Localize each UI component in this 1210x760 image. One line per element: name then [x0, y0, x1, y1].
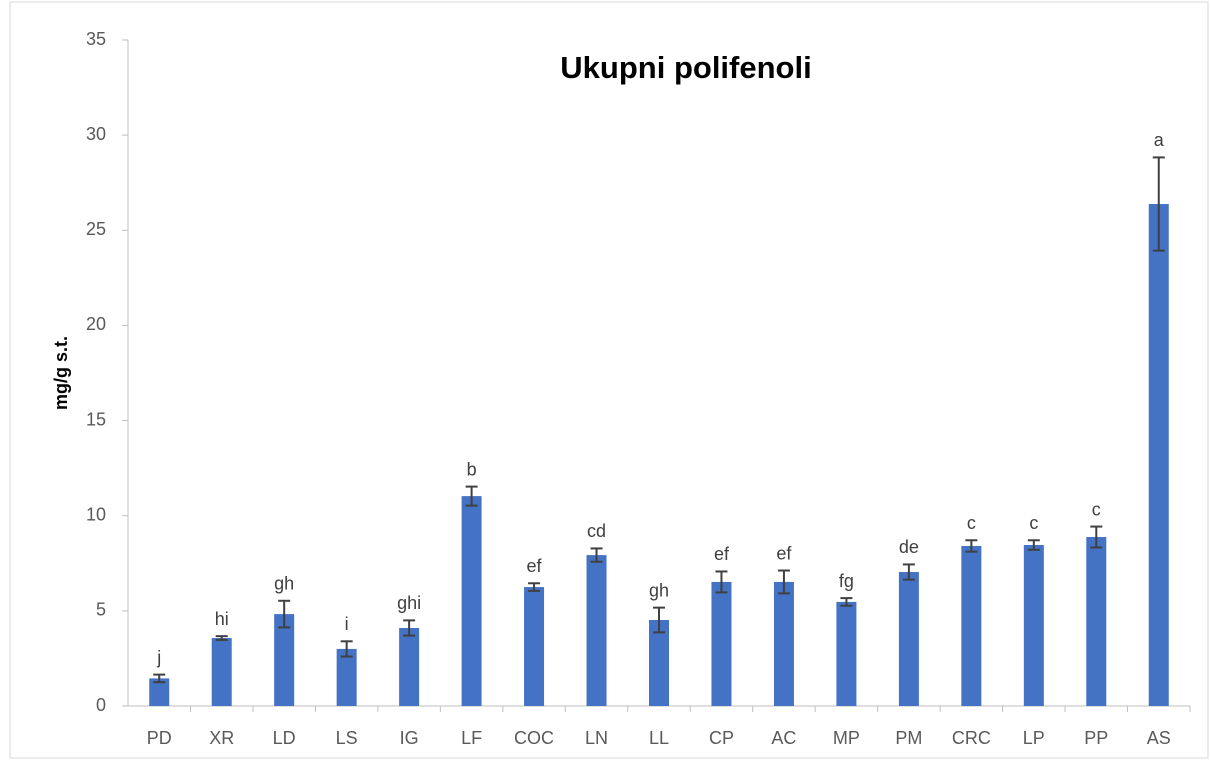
bar	[649, 619, 669, 706]
bar	[1086, 537, 1107, 706]
bar	[524, 587, 545, 706]
x-tick-label: LD	[273, 728, 296, 748]
x-tick-label: COC	[514, 728, 554, 748]
bar	[836, 601, 857, 706]
bar	[149, 678, 170, 706]
bar	[773, 581, 794, 706]
annotation: ef	[776, 543, 792, 563]
x-tick-label: PM	[895, 728, 922, 748]
annotation: j	[156, 647, 161, 667]
annotation: gh	[274, 574, 294, 594]
x-tick-label: LP	[1023, 728, 1045, 748]
y-axis-label: mg/g s.t.	[51, 336, 71, 410]
x-tick-label: LL	[649, 728, 669, 748]
bar	[461, 496, 482, 706]
bar	[711, 581, 732, 706]
x-tick-label: AC	[771, 728, 796, 748]
annotation: ghi	[397, 593, 421, 613]
bar	[211, 638, 232, 706]
y-tick-label: 15	[86, 409, 106, 429]
bar	[898, 572, 919, 706]
y-tick-label: 35	[86, 29, 106, 49]
y-tick-label: 25	[86, 219, 106, 239]
annotation: c	[1029, 513, 1038, 533]
annotation: ef	[527, 556, 543, 576]
x-tick-label: PP	[1084, 728, 1108, 748]
x-tick-label: PD	[147, 728, 172, 748]
bar	[961, 545, 982, 706]
y-tick-label: 10	[86, 504, 106, 524]
annotation: c	[967, 513, 976, 533]
x-tick-label: LS	[336, 728, 358, 748]
annotation: b	[467, 459, 477, 479]
annotation: c	[1092, 499, 1101, 519]
bar	[399, 627, 420, 706]
x-tick-label: MP	[833, 728, 860, 748]
y-tick-label: 0	[96, 695, 106, 715]
x-tick-label: LN	[585, 728, 608, 748]
annotation: a	[1154, 130, 1165, 150]
chart-title: Ukupni polifenoli	[560, 50, 811, 85]
x-tick-label: AS	[1147, 728, 1171, 748]
bar	[336, 648, 357, 706]
annotation: hi	[215, 609, 229, 629]
x-tick-label: CRC	[952, 728, 991, 748]
x-tick-label: XR	[209, 728, 234, 748]
y-tick-label: 30	[86, 124, 106, 144]
x-tick-label: LF	[461, 728, 482, 748]
bar	[586, 555, 607, 706]
annotation: fg	[839, 571, 854, 591]
x-tick-label: IG	[400, 728, 419, 748]
bar	[274, 614, 295, 706]
annotation: de	[899, 537, 919, 557]
annotation: ef	[714, 544, 730, 564]
y-tick-label: 20	[86, 314, 106, 334]
y-tick-label: 5	[96, 600, 106, 620]
annotation: i	[345, 614, 349, 634]
annotation: gh	[649, 580, 669, 600]
bar	[1023, 545, 1044, 706]
chart-frame	[9, 1, 1209, 759]
bar	[1148, 204, 1169, 706]
x-tick-label: CP	[709, 728, 734, 748]
annotation: cd	[587, 521, 606, 541]
